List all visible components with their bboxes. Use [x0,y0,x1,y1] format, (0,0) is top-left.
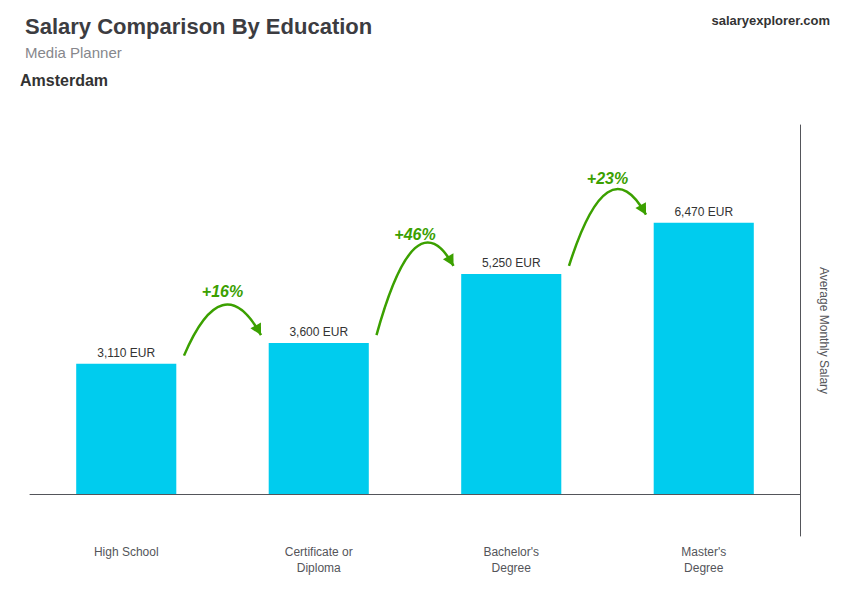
svg-text:Certificate or: Certificate or [285,545,353,559]
svg-text:Salary Comparison By Education: Salary Comparison By Education [25,14,372,39]
svg-text:5,250 EUR: 5,250 EUR [482,256,541,270]
svg-text:Master's: Master's [681,545,726,559]
svg-text:Bachelor's: Bachelor's [483,545,539,559]
svg-text:6,470 EUR: 6,470 EUR [674,205,733,219]
svg-text:Media Planner: Media Planner [25,44,122,61]
svg-text:Amsterdam: Amsterdam [20,72,108,89]
svg-text:High School: High School [94,545,159,559]
svg-text:salaryexplorer.com: salaryexplorer.com [711,13,830,28]
svg-text:Average Monthly Salary: Average Monthly Salary [817,267,831,394]
svg-text:+23%: +23% [587,170,628,187]
svg-text:+16%: +16% [202,283,243,300]
svg-text:Diploma: Diploma [297,561,341,575]
svg-text:Degree: Degree [684,561,724,575]
svg-text:3,600 EUR: 3,600 EUR [289,325,348,339]
svg-text:3,110 EUR: 3,110 EUR [97,346,155,360]
svg-text:+46%: +46% [394,226,435,243]
svg-text:Degree: Degree [492,561,532,575]
